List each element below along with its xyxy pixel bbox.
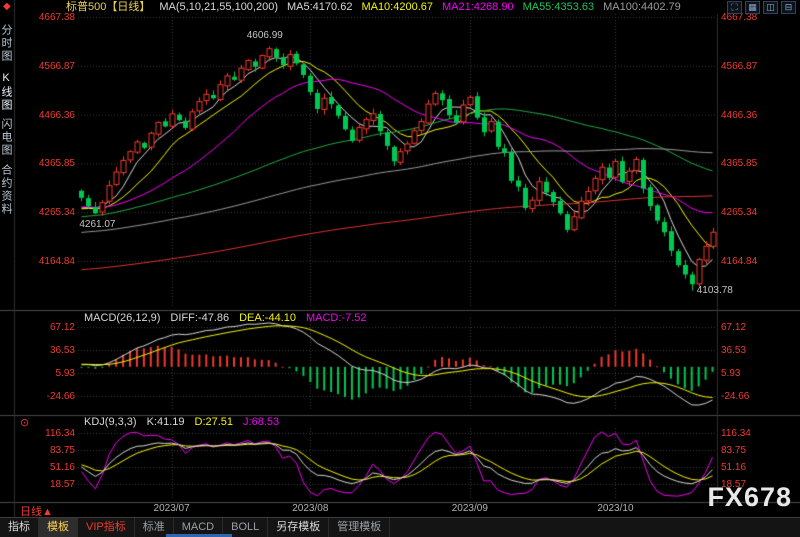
macd-axis-label: -24.66	[46, 391, 75, 402]
drawing-marker-icon[interactable]: ⊙	[20, 417, 30, 429]
kdj-axis-label: 51.16	[721, 462, 747, 473]
tab-save-template[interactable]: 另存模板	[268, 518, 330, 537]
kdj-axis-label: 116.34	[45, 428, 75, 439]
macd-axis-label: 36.53	[721, 345, 747, 356]
period-arrow-icon: ▲	[42, 506, 53, 518]
ma-indicator-label: MA(5,10,21,55,100,200)	[159, 1, 278, 13]
price-axis-label: 4164.84	[38, 256, 75, 267]
date-axis-label: 2023/09	[451, 503, 488, 514]
sidebar-item-kline-chart[interactable]: K线图	[0, 72, 12, 112]
macd-indicator-label: MACD(26,12,9)	[84, 312, 161, 324]
window-controls: ⛶ ▦ ◫ ⊟	[727, 1, 796, 14]
ma-indicator-label: MA21:4268.90	[442, 1, 514, 13]
kdj-indicator-label: K:41.19	[146, 416, 185, 428]
kdj-axis-label: 83.75	[721, 445, 747, 456]
tab-standard[interactable]: 标准	[135, 518, 174, 537]
kdj-axis-label: 18.57	[721, 479, 747, 490]
kdj-indicator-label: D:27.51	[194, 416, 234, 428]
macd-indicator-label: DEA:-44.10	[239, 312, 296, 324]
macd-header: MACD(26,12,9) DIFF:-47.86 DEA:-44.10 MACD:-…	[84, 312, 367, 324]
kdj-axis-label: 83.75	[49, 445, 75, 456]
price-axis-label: 4365.85	[721, 158, 758, 170]
ma-indicator-values: MA(5,10,21,55,100,200) MA5:4170.62 MA10:42…	[159, 1, 680, 14]
tab-macd[interactable]: MACD	[174, 518, 224, 537]
bottom-toolbar: 指标 模板 VIP指标 标准 MACD BOLL 另存模板 管理模板	[0, 517, 800, 537]
ma-indicator-label: MA55:4353.63	[522, 1, 595, 13]
sidebar-item-contract-info[interactable]: 合约资料	[0, 164, 12, 216]
macd-axis-label: 36.53	[49, 345, 75, 356]
macd-axis-label: 67.12	[49, 322, 75, 333]
app-logo-icon: ◆	[3, 1, 11, 12]
period-label: 日线	[20, 506, 42, 518]
high-price-annotation: 4606.99	[246, 30, 283, 42]
low-price-annotation: 4103.78	[696, 284, 733, 296]
date-axis-label: 2023/10	[597, 503, 634, 514]
horizontal-scrollbar-thumb[interactable]	[166, 534, 232, 537]
kdj-indicator-label: KDJ(9,3,3)	[84, 416, 137, 428]
split-horizontal-icon[interactable]: ◫	[763, 1, 778, 14]
macd-indicator-label: DIFF:-47.86	[170, 312, 230, 324]
price-axis-label: 4566.87	[721, 60, 758, 72]
price-axis-label: 4566.87	[38, 60, 75, 72]
expand-icon[interactable]: ⛶	[727, 1, 742, 14]
kdj-axis-label: 51.16	[49, 462, 75, 473]
macd-axis-label: 5.93	[55, 368, 75, 379]
chart-title: 标普500【日线】	[66, 1, 151, 13]
ma-indicator-label: MA100:4402.79	[603, 1, 681, 13]
split-vertical-icon[interactable]: ⊟	[781, 1, 796, 14]
price-axis-label: 4466.36	[38, 109, 75, 121]
tab-indicators[interactable]: 指标	[0, 518, 39, 537]
tab-templates[interactable]: 模板	[39, 518, 78, 537]
price-axis-label: 4466.36	[721, 109, 758, 121]
tab-vip-indicators[interactable]: VIP指标	[78, 518, 135, 537]
low-price-annotation: 4261.07	[79, 219, 116, 231]
price-axis-label: 4667.38	[38, 12, 75, 23]
kdj-axis-label: 116.34	[721, 428, 751, 439]
kdj-axis-label: 18.57	[49, 479, 75, 490]
sidebar-item-time-chart[interactable]: 分时图	[0, 24, 12, 63]
macd-indicator-label: MACD:-7.52	[305, 312, 367, 324]
ma-indicator-label: MA10:4200.67	[361, 1, 433, 13]
tab-boll[interactable]: BOLL	[223, 518, 269, 537]
date-axis-label: 2023/08	[292, 503, 329, 514]
ma-indicator-label: MA5:4170.62	[287, 1, 353, 13]
sidebar-item-flash-chart[interactable]: 闪电图	[0, 118, 12, 157]
price-axis-label: 4164.84	[721, 256, 758, 267]
date-axis-label: 2023/07	[153, 503, 190, 514]
macd-axis-label: 5.93	[721, 368, 741, 379]
macd-axis-label: 67.12	[721, 322, 747, 333]
price-axis-label: 4667.38	[721, 12, 758, 23]
topbar: 标普500【日线】 MA(5,10,21,55,100,200) MA5:4170…	[66, 1, 681, 14]
price-axis-label: 4265.34	[38, 207, 75, 219]
tab-manage-templates[interactable]: 管理模板	[329, 518, 391, 537]
price-axis-label: 4365.85	[38, 158, 75, 170]
price-axis-label: 4265.34	[721, 207, 758, 219]
period-selector[interactable]: 日线▲	[20, 503, 53, 519]
kdj-indicator-label: J:68.53	[243, 416, 280, 428]
kdj-header: KDJ(9,3,3) K:41.19 D:27.51 J:68.53	[84, 416, 279, 428]
watermark: FX678	[707, 482, 792, 512]
macd-axis-label: -24.66	[721, 391, 750, 402]
grid-layout-icon[interactable]: ▦	[745, 1, 760, 14]
